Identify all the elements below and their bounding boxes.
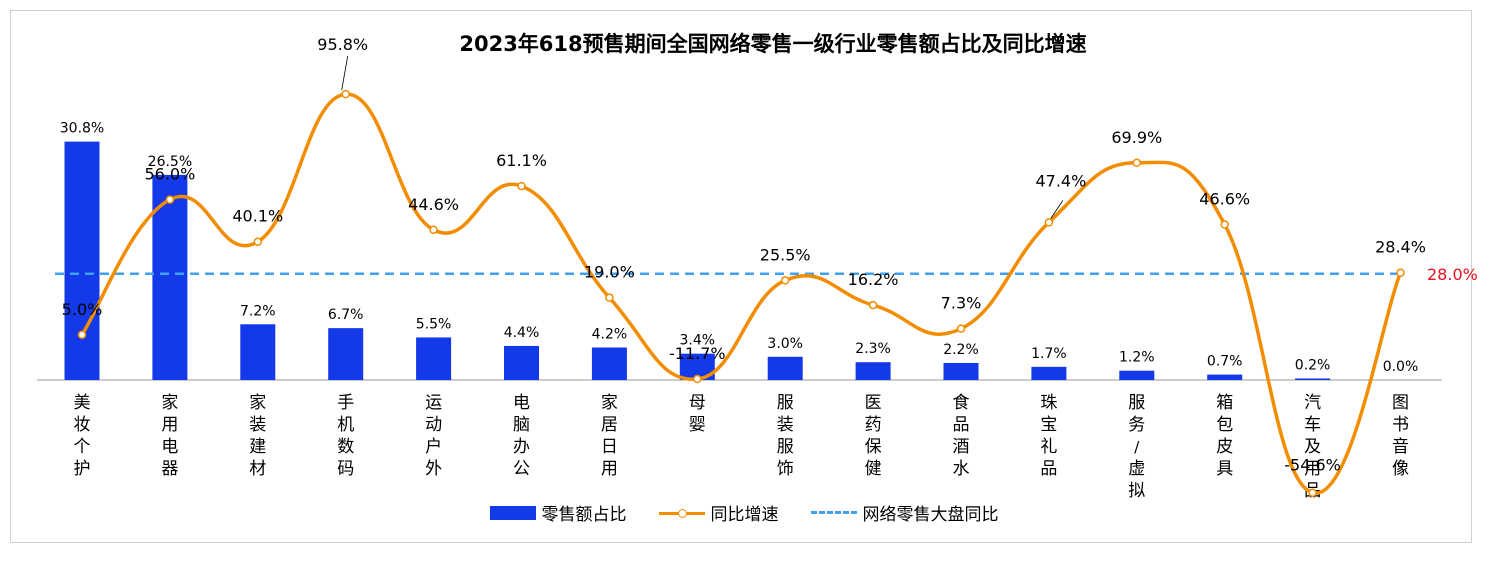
bar-label-12: 1.2% <box>1119 350 1155 366</box>
bar-0 <box>64 141 100 380</box>
bar-label-15: 0.0% <box>1383 359 1419 375</box>
bar-6 <box>591 347 627 380</box>
line-label-11: 47.4% <box>1035 171 1086 190</box>
legend-item-reference: 网络零售大盘同比 <box>810 500 999 525</box>
x-tick-label-0: 美妆个护 <box>74 393 91 479</box>
line-label-4: 44.6% <box>408 195 459 214</box>
bar-12 <box>1119 370 1155 380</box>
line-point-7 <box>693 374 702 384</box>
line-label-0: 5.0% <box>62 300 103 319</box>
x-tick-label-15: 图书音像 <box>1392 393 1409 479</box>
legend-label-bar: 零售额占比 <box>541 505 627 525</box>
chart-frame <box>10 10 1472 543</box>
x-tick-label-13: 箱包皮具 <box>1216 393 1233 479</box>
line-point-3 <box>341 89 350 99</box>
line-point-13 <box>1220 220 1229 229</box>
line-label-1: 56.0% <box>144 165 195 184</box>
bar-label-7: 3.4% <box>680 333 716 349</box>
line-point-5 <box>517 181 526 191</box>
bar-label-9: 2.3% <box>855 341 891 357</box>
line-point-2 <box>253 237 263 246</box>
bar-label-11: 1.7% <box>1031 346 1067 362</box>
x-tick-label-7: 母婴 <box>689 393 706 435</box>
line-point-15 <box>1396 268 1405 277</box>
bar-2 <box>240 324 276 380</box>
bar-label-13: 0.7% <box>1207 354 1243 370</box>
line-point-9 <box>868 300 878 310</box>
x-tick-label-2: 家装建材 <box>249 393 266 479</box>
x-tick-label-9: 医药保健 <box>865 393 882 479</box>
line-label-5: 61.1% <box>496 151 547 170</box>
chart-title: 2023年618预售期间全国网络零售一级行业零售额占比及同比增速 <box>459 32 1087 56</box>
bar-label-10: 2.2% <box>943 342 979 358</box>
line-point-1 <box>165 195 175 204</box>
bar-label-14: 0.2% <box>1295 357 1331 373</box>
bar-9 <box>855 362 891 380</box>
x-tick-label-5: 电脑办公 <box>513 393 530 479</box>
line-label-6: 19.0% <box>584 263 635 282</box>
line-label-14: -54.6% <box>1284 456 1341 475</box>
bar-label-0: 30.8% <box>60 121 104 137</box>
x-tick-label-4: 运动户外 <box>425 393 442 479</box>
line-point-12 <box>1132 158 1142 168</box>
x-tick-label-12: 服务/虚拟 <box>1128 393 1145 501</box>
line-point-6 <box>605 293 614 302</box>
legend-swatch-line <box>658 506 705 520</box>
bar-14 <box>1295 378 1331 380</box>
bar-5 <box>504 345 539 380</box>
line-label-9: 16.2% <box>848 270 899 289</box>
line-label-3: 95.8% <box>317 35 368 54</box>
bar-1 <box>152 174 188 380</box>
line-label-15: 28.4% <box>1375 238 1426 257</box>
bar-label-5: 4.4% <box>504 325 540 341</box>
x-tick-label-8: 服装服饰 <box>777 393 794 479</box>
leader-3 <box>341 56 349 91</box>
x-tick-label-3: 手机数码 <box>337 393 354 479</box>
x-tick-label-11: 珠宝礼品 <box>1040 393 1057 479</box>
bar-label-6: 4.2% <box>592 326 628 342</box>
bar-3 <box>328 328 364 380</box>
legend-swatch-reference <box>810 511 857 514</box>
line-point-11 <box>1044 218 1054 227</box>
line-label-2: 40.1% <box>232 207 283 226</box>
bar-label-8: 3.0% <box>767 336 803 352</box>
line-label-8: 25.5% <box>760 245 811 264</box>
line-point-8 <box>780 276 790 285</box>
bar-4 <box>416 337 452 380</box>
line-label-12: 69.9% <box>1111 128 1162 147</box>
growth-line <box>80 92 1403 495</box>
bar-label-4: 5.5% <box>416 316 452 332</box>
bar-label-3: 6.7% <box>328 307 364 323</box>
x-tick-label-14: 汽车及用品 <box>1304 393 1321 501</box>
bar-8 <box>767 356 803 380</box>
legend-item-bar: 零售额占比 <box>489 500 627 525</box>
legend-label-line: 同比增速 <box>710 505 779 525</box>
leader-11 <box>1050 200 1064 219</box>
bar-11 <box>1031 366 1067 380</box>
bar-13 <box>1207 374 1243 380</box>
chart-legend: 零售额占比 同比增速 网络零售大盘同比 <box>0 500 1488 525</box>
line-point-4 <box>429 225 438 235</box>
line-label-10: 7.3% <box>941 294 982 313</box>
legend-item-line: 同比增速 <box>658 500 779 525</box>
line-point-0 <box>77 330 87 339</box>
line-point-10 <box>956 324 966 333</box>
bar-label-2: 7.2% <box>240 303 276 319</box>
line-label-13: 46.6% <box>1199 190 1250 209</box>
legend-swatch-bar <box>489 505 536 520</box>
x-tick-label-1: 家用电器 <box>161 393 178 479</box>
bar-10 <box>943 362 979 380</box>
line-label-7: -11.7% <box>669 344 726 363</box>
bar-label-1: 26.5% <box>148 154 192 170</box>
x-tick-label-6: 家居日用 <box>601 393 618 479</box>
line-point-14 <box>1308 488 1317 497</box>
legend-label-reference: 网络零售大盘同比 <box>862 505 999 525</box>
reference-label: 28.0% <box>1427 265 1478 284</box>
x-tick-label-10: 食品酒水 <box>953 393 970 479</box>
